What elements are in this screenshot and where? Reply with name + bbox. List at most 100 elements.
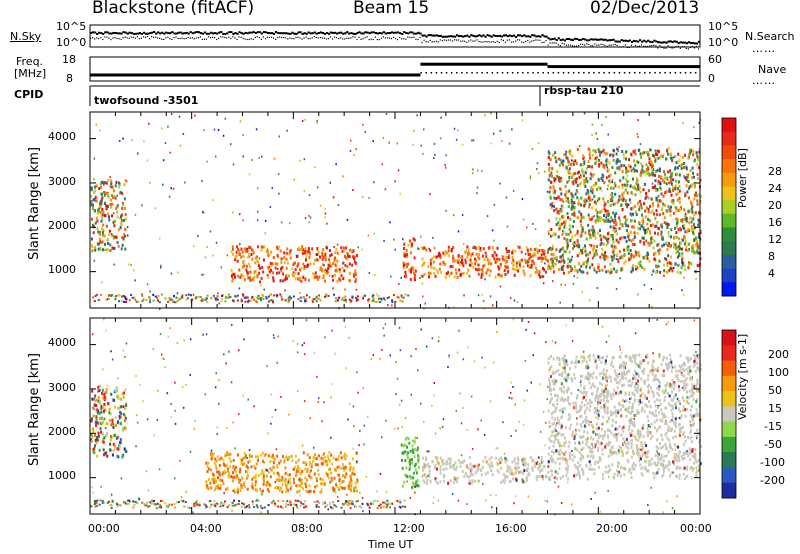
velocity-cell [225,488,227,492]
power-cell [469,258,472,262]
power-cell [501,274,503,278]
power-cell [411,266,414,270]
power-cell [609,225,612,229]
noise-sky-point [476,35,479,38]
noise-search-point [189,37,191,39]
velocity-cell [112,398,115,402]
power-cell [477,169,479,172]
power-cell [632,238,635,242]
power-cell [399,299,402,302]
power-cell [618,167,621,171]
power-cell [288,252,291,256]
power-cell [630,254,633,258]
power-cell [548,152,551,155]
noise-search-point [151,36,153,38]
power-cell [621,223,624,226]
power-cell [248,255,251,258]
power-cell [126,226,129,229]
power-cell [535,247,538,251]
power-cell [670,181,673,185]
noise-sky-point [266,32,270,34]
power-cell [662,155,664,159]
power-cell [286,251,289,255]
noise-search-point [478,40,480,43]
power-cell [453,214,455,217]
power-cell [242,274,245,278]
noise-sky-point [362,32,365,35]
power-cell [216,295,219,298]
power-cell [572,163,575,166]
power-cell [148,122,150,125]
power-cell [302,275,305,279]
noise-search-point [698,48,700,50]
power-cell [272,271,274,275]
power-cell [149,298,151,301]
power-cell [637,293,639,296]
power-cell [569,171,572,175]
noise-search-point [641,44,643,46]
power-cell [613,213,616,217]
power-cell [603,165,606,169]
velocity-cell [673,443,676,447]
power-cell [680,218,682,222]
velocity-cell [316,463,319,467]
noise-sky-point [291,31,294,34]
power-cell [526,248,529,252]
noise-search-point [484,40,486,43]
power-cell [316,277,319,281]
velocity-cell [563,367,566,371]
power-cell [276,247,279,251]
power-cell [565,150,567,153]
power-cell [558,268,560,271]
power-cell [445,154,447,157]
power-cell [563,237,566,240]
velocity-cell [620,474,622,478]
power-cell [675,246,677,250]
power-cell [94,246,97,249]
noise-sky-point [319,31,322,34]
power-cell [670,255,672,259]
power-cell [627,164,630,168]
power-cell [496,259,499,263]
power-cell [605,116,607,118]
power-cell [336,279,339,283]
power-cell [662,202,665,206]
power-cell [134,279,136,282]
velocity-cell [590,448,593,452]
power-cell [567,262,570,266]
velocity-cell [314,453,316,457]
noise-sky-point [354,33,357,35]
power-cell [566,238,569,242]
noise-search-point [165,37,167,39]
noise-sky-point [567,38,570,40]
noise-search-point [458,39,460,41]
power-cell [651,305,653,308]
power-cell [276,262,279,266]
power-cell [603,218,606,222]
velocity-cell [114,405,117,409]
velocity-cell [94,444,96,448]
noise-search-point [464,40,466,42]
power-cell [458,268,461,272]
power-cell [674,243,677,247]
noise-search-point [512,41,515,43]
power-cell [618,250,621,253]
velocity-cell [210,468,213,472]
velocity-cell [689,365,692,369]
power-cell [654,217,657,220]
nave-point [644,72,646,74]
power-cell [361,248,363,251]
power-cell [110,295,113,297]
velocity-cell [640,433,642,437]
velocity-cell [646,415,649,419]
velocity-cell [578,450,581,454]
velocity-cell [643,409,646,413]
velocity-cell [260,472,263,476]
noise-sky-point [179,31,182,34]
velocity-cell [114,434,117,438]
velocity-cell [488,457,491,461]
power-cell [488,246,491,250]
noise-sky-point [232,32,235,35]
power-cell [668,206,671,210]
velocity-cell [411,448,414,452]
